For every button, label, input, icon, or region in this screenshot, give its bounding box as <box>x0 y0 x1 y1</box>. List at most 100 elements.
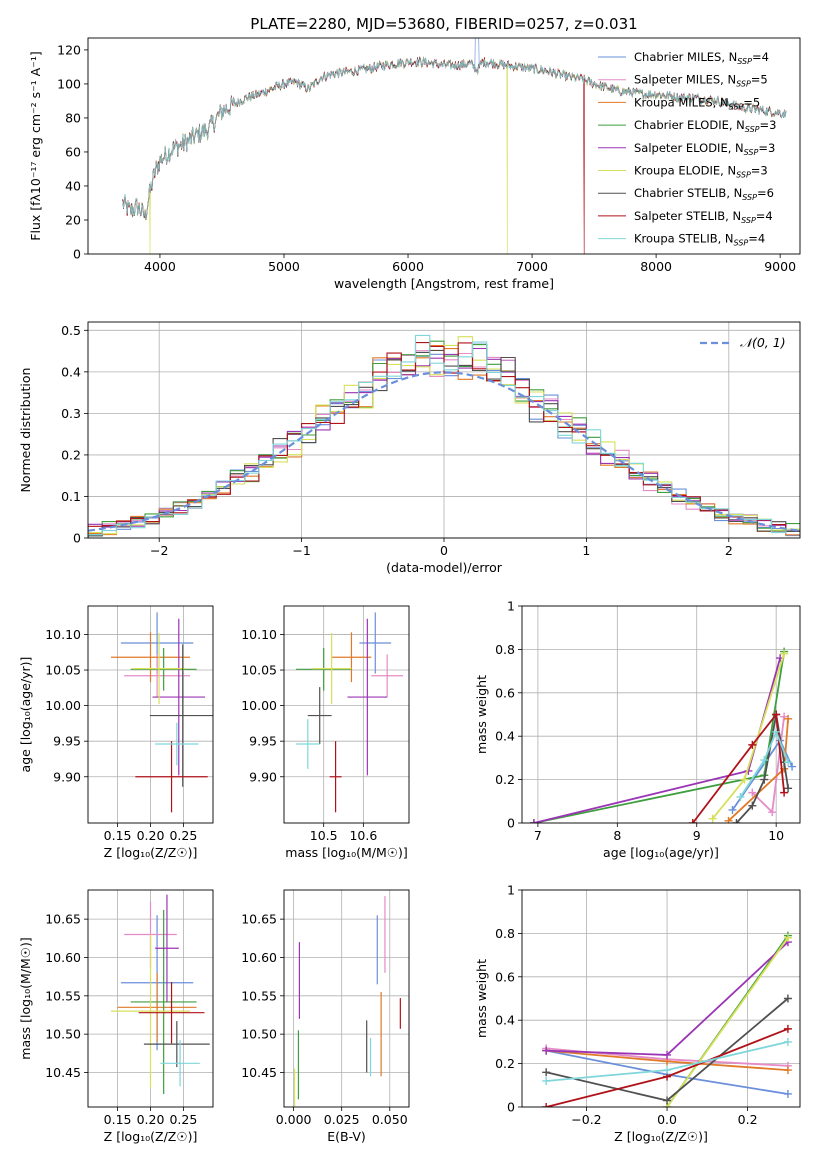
x-tick-label: 0.15 <box>104 828 132 843</box>
legend-count: =4 <box>756 209 773 223</box>
x-tick-label: 7 <box>534 828 542 843</box>
errorbar-kroupa-stelib <box>160 1040 200 1087</box>
weight-marker <box>663 1066 672 1075</box>
legend-count: =3 <box>751 164 768 178</box>
y-tick-label: 10.00 <box>241 698 277 713</box>
y-tick-label: 1 <box>507 883 515 898</box>
y-tick-label: 120 <box>57 42 81 57</box>
age_vs_Z-panel: 0.15 0.20 0.25 9.90 9.95 10.00 10.05 10.10 Z [lo… <box>18 605 214 860</box>
age_vs_Z-x-axis-label: Z [log₁₀(Z/Z☉)] <box>104 845 198 860</box>
spectrum-y-axis-label: Flux [fλ10⁻¹⁷ erg cm⁻² s⁻¹ A⁻¹] <box>28 51 43 240</box>
errorbar-kroupa-miles <box>117 972 197 1042</box>
legend-entry: Chabrier ELODIE, NSSP=3 <box>634 118 776 134</box>
age_vs_mass-grid <box>284 606 409 823</box>
weight_vs_Z-frame <box>521 889 801 1108</box>
legend-subscript: SSP <box>744 148 759 157</box>
legend-subscript: SSP <box>737 57 752 66</box>
x-tick-label: 10.5 <box>310 828 338 843</box>
y-tick-label: 0 <box>73 531 81 546</box>
legend-entry: Chabrier STELIB, NSSP=6 <box>634 186 774 202</box>
spectrum-panel: 4000 5000 6000 7000 8000 9000 0 20 40 60 80 100 120 w… <box>28 37 801 291</box>
y-tick-label: 10.50 <box>45 1027 81 1042</box>
x-tick-label: 0.050 <box>372 1112 408 1127</box>
errorbar-chabrier-elodie <box>130 647 197 691</box>
y-tick-label: 10.60 <box>241 950 277 965</box>
weight-marker <box>740 775 749 784</box>
x-tick-label: 0.20 <box>137 1112 165 1127</box>
mass_vs_Z-y-axis-label: mass [log₁₀(M/M☉)] <box>18 937 33 1059</box>
mass_vs_Z-axes: 0.15 0.20 0.25 10.45 10.50 10.55 10.60 10.65 Z [… <box>18 889 214 1144</box>
mass_vs_EBV-grid <box>284 890 409 1107</box>
y-tick-label: 10.00 <box>45 698 81 713</box>
x-tick-label: 9 <box>693 828 701 843</box>
legend-label: Chabrier STELIB, N <box>634 186 742 200</box>
weight-series-kroupa-miles <box>724 714 793 823</box>
residuals-panel: −2 −1 0 1 2 0 0.1 0.2 0.3 0.4 0.5 (data-model)/erro… <box>18 321 801 575</box>
legend-label: Salpeter STELIB, N <box>634 209 741 223</box>
weight_vs_Z-x-axis-label: Z [log₁₀(Z/Z☉)] <box>614 1129 708 1144</box>
errorbar-salpeter-elodie <box>155 894 179 1002</box>
x-tick-label: 5000 <box>268 259 300 274</box>
y-tick-label: 0.8 <box>495 926 515 941</box>
y-tick-label: 0.2 <box>495 772 515 787</box>
x-tick-label: 7000 <box>516 259 548 274</box>
x-tick-label: 8000 <box>640 259 672 274</box>
legend-entry: Salpeter STELIB, NSSP=4 <box>634 209 773 225</box>
x-tick-label: 9000 <box>764 259 796 274</box>
y-tick-label: 40 <box>65 178 81 193</box>
y-tick-label: 0.4 <box>495 729 515 744</box>
x-tick-label: 0.025 <box>324 1112 360 1127</box>
legend-subscript: SSP <box>736 80 751 89</box>
errorbar-chabrier-stelib <box>149 644 213 787</box>
weight_vs_Z-plot-area <box>542 931 792 1107</box>
legend-count: =3 <box>760 118 777 132</box>
x-tick-label: 0.000 <box>276 1112 312 1127</box>
weight-series-chabrier-stelib <box>542 994 792 1105</box>
legend-label: Kroupa STELIB, N <box>634 232 734 246</box>
errorbar-kroupa-stelib <box>295 719 320 769</box>
mass_vs_Z-plot-area <box>111 894 210 1094</box>
errorbar-kroupa-miles <box>331 632 372 683</box>
y-tick-label: 80 <box>65 110 81 125</box>
y-tick-label: 9.95 <box>53 734 81 749</box>
x-tick-label: 0.25 <box>169 828 197 843</box>
weight-marker <box>784 784 793 793</box>
mass_vs_Z-panel: 0.15 0.20 0.25 10.45 10.50 10.55 10.60 10.65 Z [… <box>18 889 214 1144</box>
x-tick-label: 0.0 <box>657 1112 677 1127</box>
errorbar-kroupa-elodie <box>132 633 186 705</box>
age_vs_mass-plot-area <box>295 612 404 813</box>
mass_vs_EBV-x-axis-label: E(B-V) <box>327 1129 366 1144</box>
legend-subscript: SSP <box>741 216 756 225</box>
weight-marker <box>783 1066 792 1075</box>
weight-marker <box>708 814 717 823</box>
legend-count: =4 <box>748 232 765 246</box>
y-tick-label: 10.10 <box>45 627 81 642</box>
weight-line <box>692 712 785 823</box>
weight-marker <box>780 649 789 658</box>
x-tick-label: 0.15 <box>104 1112 132 1127</box>
x-tick-label: −1 <box>292 543 310 558</box>
spectrum-frame <box>87 37 801 255</box>
weight_vs_age-y-axis-label: mass weight <box>474 675 489 754</box>
weight-marker <box>736 792 745 801</box>
weight-marker <box>688 819 697 823</box>
residuals-x-axis-label: (data-model)/error <box>386 560 503 575</box>
weight_vs_Z-axes: −0.2 0.0 0.2 0 0.2 0.4 0.6 0.8 1 Z [log₁₀(Z/Z☉)] m… <box>474 883 801 1144</box>
spectrum-line-kroupa-stelib <box>122 57 787 220</box>
weight-marker <box>783 1089 792 1098</box>
legend-label: Kroupa MILES, N <box>634 95 729 109</box>
weight-marker <box>542 1068 551 1077</box>
weight-marker <box>784 714 793 723</box>
weight-marker <box>780 788 789 797</box>
legend-entry: Salpeter MILES, NSSP=5 <box>634 73 768 89</box>
y-tick-label: 9.90 <box>53 769 81 784</box>
x-tick-label: 10 <box>768 828 784 843</box>
mass_vs_Z-x-axis-label: Z [log₁₀(Z/Z☉)] <box>104 1129 198 1144</box>
y-tick-label: 9.90 <box>249 769 277 784</box>
errorbar-salpeter-stelib <box>135 741 208 813</box>
x-tick-label: 0.2 <box>738 1112 758 1127</box>
residuals-legend: 𝒩(0, 1) <box>700 335 786 350</box>
weight-marker <box>784 758 793 767</box>
legend-label: Chabrier MILES, N <box>634 50 737 64</box>
